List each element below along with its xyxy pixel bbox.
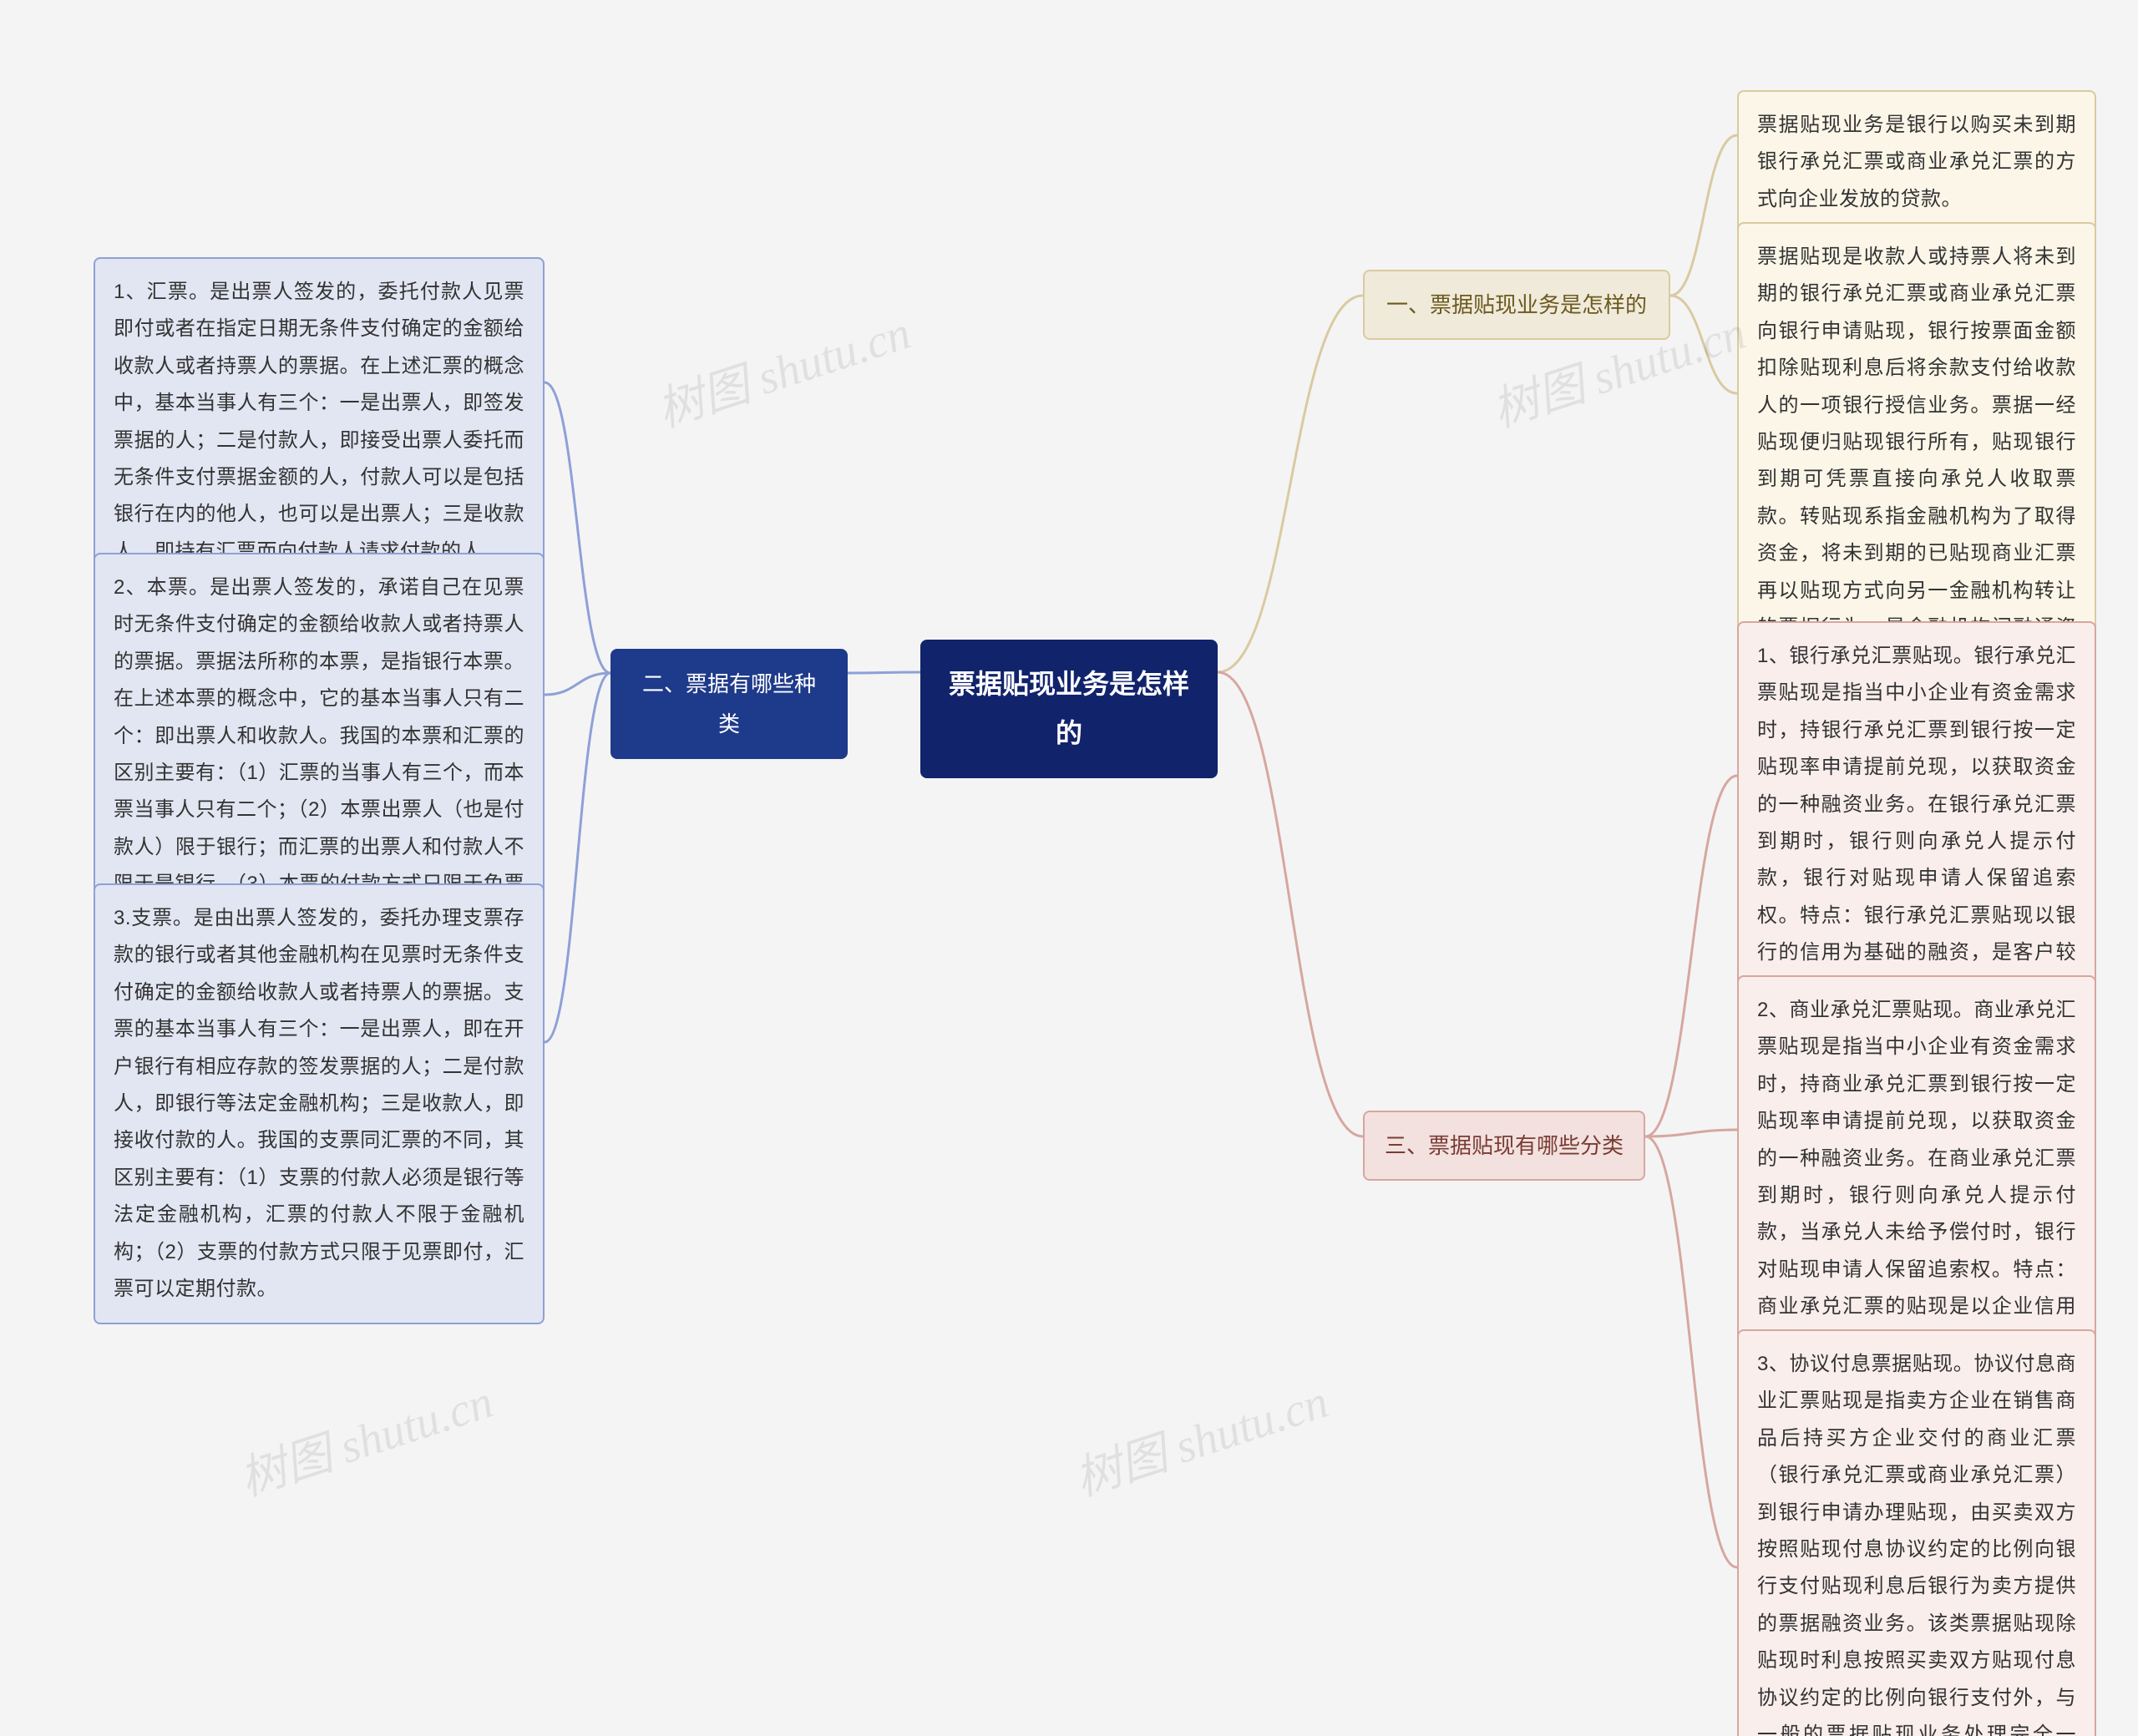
watermark: 树图 shutu.cn (647, 295, 918, 440)
watermark: 树图 shutu.cn (230, 1364, 500, 1509)
node-b3[interactable]: 三、票据贴现有哪些分类 (1363, 1111, 1645, 1181)
mindmap-canvas: 票据贴现业务是怎样的 一、票据贴现业务是怎样的票据贴现业务是银行以购买未到期银行承… (0, 0, 2138, 1736)
node-root[interactable]: 票据贴现业务是怎样的 (920, 640, 1218, 778)
node-b2l3: 3.支票。是由出票人签发的，委托办理支票存款的银行或者其他金融机构在见票时无条件… (94, 883, 545, 1324)
node-b2l1: 1、汇票。是出票人签发的，委托付款人见票即付或者在指定日期无条件支付确定的金额给… (94, 257, 545, 587)
node-b1[interactable]: 一、票据贴现业务是怎样的 (1363, 270, 1670, 340)
node-b3l3: 3、协议付息票据贴现。协议付息商业汇票贴现是指卖方企业在销售商品后持买方企业交付… (1737, 1329, 2096, 1736)
watermark: 树图 shutu.cn (1065, 1364, 1335, 1509)
node-b1l1: 票据贴现业务是银行以购买未到期银行承兑汇票或商业承兑汇票的方式向企业发放的贷款。 (1737, 90, 2096, 235)
node-b2[interactable]: 二、票据有哪些种类 (610, 649, 848, 759)
